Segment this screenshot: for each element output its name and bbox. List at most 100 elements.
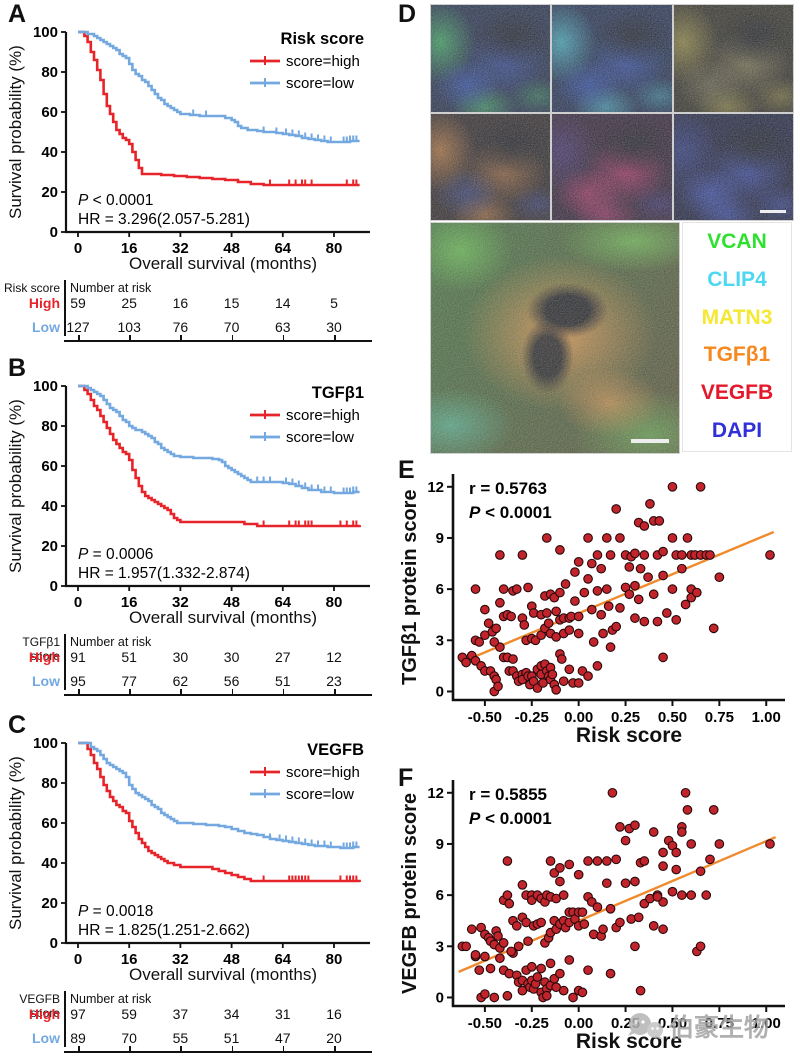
panel-f-scatter-vegfb: F VEGFB protein score 0 3 6 9 12 -0.50 -0.25 0.… <box>395 758 800 1063</box>
data-point <box>592 585 603 596</box>
data-point <box>461 657 471 668</box>
noise-texture <box>431 5 550 112</box>
risk-table-axis-tick <box>180 1046 182 1051</box>
risk-table-value: 56 <box>223 673 240 689</box>
data-point <box>630 941 640 952</box>
data-point <box>695 481 706 492</box>
x-tick-label: -0.25 <box>515 709 549 726</box>
risk-table-row-label-low: Low <box>32 1030 60 1046</box>
data-point <box>545 856 556 866</box>
data-point <box>573 628 584 639</box>
trend-line <box>460 530 775 664</box>
panel-label-b: B <box>8 354 27 382</box>
data-point <box>671 847 682 858</box>
y-tick-label: 40 <box>41 498 58 515</box>
risk-table-value: 31 <box>275 1006 291 1022</box>
r-value: r = 0.5763 <box>469 479 547 498</box>
x-tick-label: 64 <box>274 594 291 611</box>
x-tick-label: 80 <box>326 951 343 968</box>
x-tick-label: 32 <box>172 240 189 257</box>
data-point <box>480 951 490 962</box>
data-point <box>579 587 590 598</box>
y-tick-label: 100 <box>34 24 58 41</box>
data-point <box>652 616 663 627</box>
data-point <box>765 550 775 560</box>
if-marker-label-matn3: MATN3 <box>701 305 773 329</box>
data-point <box>615 533 625 543</box>
risk-table-value: 20 <box>326 1030 342 1046</box>
data-point <box>695 866 706 877</box>
data-point <box>493 681 503 692</box>
data-point <box>511 584 522 594</box>
data-point <box>555 876 565 887</box>
x-tick-label: 64 <box>274 951 291 968</box>
data-point <box>568 992 578 1003</box>
legend-title: VEGFB <box>307 741 364 759</box>
x-tick-label: 16 <box>121 951 138 968</box>
data-point <box>547 669 558 680</box>
p-value: P = 0.0006 <box>78 546 153 563</box>
data-point <box>671 864 682 875</box>
risk-table-value: 25 <box>121 295 137 311</box>
risk-table-row-label-low: Low <box>32 319 60 335</box>
data-point <box>705 550 715 560</box>
risk-table-axis-tick <box>129 335 131 340</box>
y-tick-label: 100 <box>34 378 58 395</box>
data-point <box>605 903 616 914</box>
noise-texture <box>552 114 671 221</box>
noise-texture <box>552 5 671 112</box>
risk-table-value: 47 <box>275 1030 291 1046</box>
data-point <box>592 856 603 866</box>
risk-table-divider <box>64 634 66 690</box>
data-point <box>506 946 516 957</box>
data-point <box>667 481 678 492</box>
data-point <box>564 955 575 965</box>
watermark-text: 伯豪生物 <box>669 1014 770 1042</box>
data-point <box>695 941 706 952</box>
data-point <box>579 919 590 929</box>
hr-value: HR = 1.957(1.332-2.874) <box>78 565 250 582</box>
data-point <box>573 678 584 688</box>
data-point <box>658 546 668 557</box>
risk-table-value: 51 <box>223 1030 240 1046</box>
data-point <box>633 912 644 923</box>
risk-table-row-header: TGFβ1 score <box>22 635 60 663</box>
data-point <box>667 533 678 543</box>
data-point <box>480 989 490 999</box>
y-axis-title-b: Survival probability (%) <box>6 399 25 573</box>
data-point <box>495 550 505 560</box>
data-point <box>513 941 524 952</box>
y-tick-label: 0 <box>50 224 58 241</box>
data-point <box>570 567 580 577</box>
risk-table-value: 51 <box>275 673 291 689</box>
data-point <box>511 920 522 931</box>
risk-table-axis-tick <box>282 1046 285 1051</box>
data-point <box>601 878 612 889</box>
data-point <box>682 804 693 815</box>
data-point <box>466 924 477 935</box>
data-point <box>502 856 513 866</box>
x-axis-title-c: Overall survival (months) <box>129 965 317 984</box>
km-chart-risk-score: 0 20 40 60 80 100 0 16 32 48 64 80 Risk score score=h… <box>34 24 370 257</box>
y-tick-label: 100 <box>34 735 58 752</box>
data-point <box>583 965 593 976</box>
data-point <box>558 890 569 900</box>
data-point <box>558 985 569 996</box>
x-tick-label: 64 <box>274 240 291 257</box>
data-point <box>658 652 668 663</box>
risk-table-value: 103 <box>117 319 141 335</box>
data-point <box>701 890 712 900</box>
data-point <box>601 584 612 594</box>
risk-table-value: 51 <box>121 649 137 665</box>
data-point <box>611 504 622 514</box>
scale-bar <box>760 210 786 213</box>
x-tick-label: 0.25 <box>611 709 640 726</box>
risk-table-value: 34 <box>223 1006 240 1022</box>
data-point <box>493 931 503 941</box>
data-point <box>583 533 593 543</box>
data-point <box>508 654 518 664</box>
x-tick-label: 0 <box>74 951 82 968</box>
data-point <box>517 550 528 560</box>
risk-table-value: 127 <box>66 319 90 335</box>
data-point <box>495 953 505 964</box>
